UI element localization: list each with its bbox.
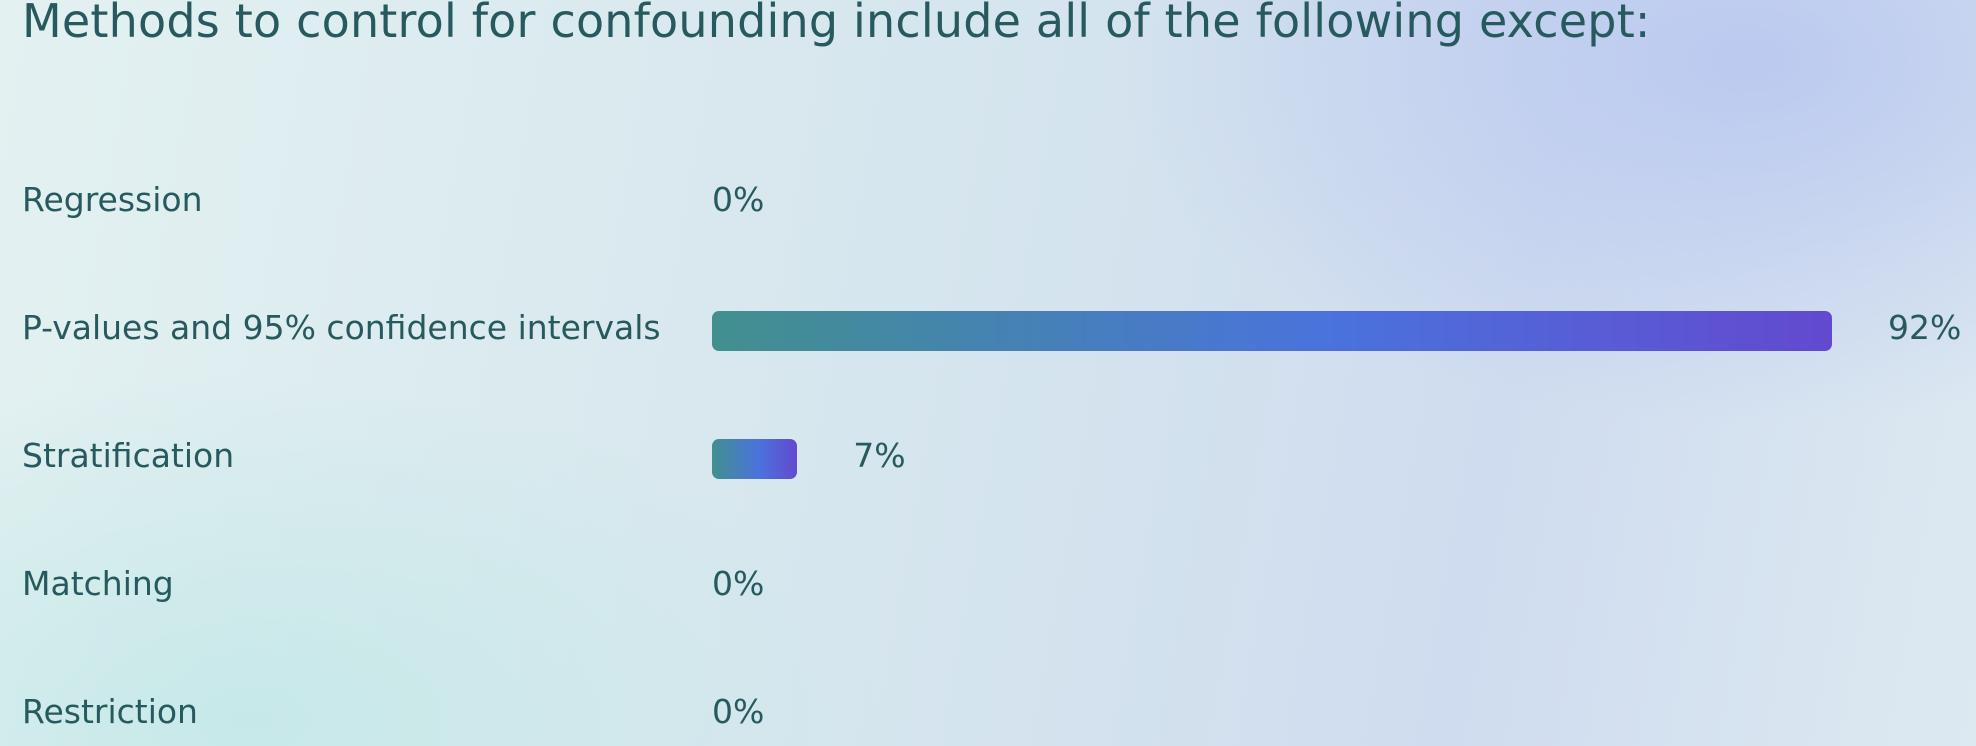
category-label: Restriction: [22, 692, 198, 731]
chart-title: Methods to control for confounding inclu…: [22, 0, 1651, 48]
bar: [712, 439, 798, 479]
category-label: Stratification: [22, 436, 235, 475]
bar-row: Restriction 0%: [0, 684, 1976, 744]
category-label: Regression: [22, 180, 203, 219]
bar: [712, 311, 1832, 351]
bar-row: P-values and 95% confidence intervals 92%: [0, 300, 1976, 360]
value-label: 92%: [1888, 308, 1962, 347]
value-label: 7%: [853, 436, 906, 475]
bar-row: Regression 0%: [0, 172, 1976, 232]
value-label: 0%: [712, 180, 765, 219]
category-label: P-values and 95% confidence intervals: [22, 308, 661, 347]
value-label: 0%: [712, 692, 765, 731]
category-label: Matching: [22, 564, 174, 603]
bar-row: Matching 0%: [0, 556, 1976, 616]
bar-row: Stratification 7%: [0, 428, 1976, 488]
value-label: 0%: [712, 564, 765, 603]
